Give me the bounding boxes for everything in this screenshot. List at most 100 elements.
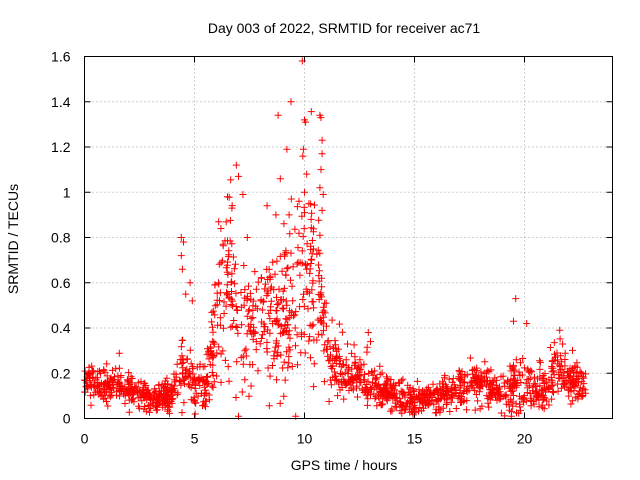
data-point xyxy=(225,247,233,255)
data-point xyxy=(125,369,133,377)
data-point xyxy=(237,354,245,362)
data-point xyxy=(88,362,96,370)
data-point xyxy=(264,364,272,372)
data-point xyxy=(283,348,291,356)
data-point xyxy=(573,376,581,383)
data-point xyxy=(84,385,92,393)
data-point xyxy=(299,232,307,240)
data-point xyxy=(89,367,96,375)
data-point xyxy=(304,305,312,313)
data-point xyxy=(254,278,262,286)
data-point xyxy=(246,326,254,334)
data-point xyxy=(189,370,197,378)
data-point xyxy=(128,375,136,382)
data-point xyxy=(506,384,514,392)
data-point xyxy=(235,172,242,180)
data-point xyxy=(271,270,279,278)
data-point xyxy=(209,307,217,315)
data-point xyxy=(215,218,223,226)
data-point xyxy=(556,326,564,334)
data-point xyxy=(283,265,291,273)
data-point xyxy=(202,397,210,405)
data-point xyxy=(429,380,437,388)
data-point xyxy=(191,397,198,405)
data-point xyxy=(249,314,257,322)
data-point xyxy=(140,380,148,388)
data-point xyxy=(351,353,359,361)
data-point xyxy=(376,362,384,370)
data-point xyxy=(223,281,231,289)
data-point xyxy=(188,297,196,305)
data-point xyxy=(280,284,288,292)
data-point xyxy=(555,374,563,382)
data-point xyxy=(287,195,295,203)
data-point xyxy=(239,360,247,368)
data-point xyxy=(398,402,406,410)
data-point xyxy=(313,250,321,258)
plot-frame xyxy=(84,56,613,419)
data-point xyxy=(263,202,271,210)
data-point xyxy=(155,391,163,399)
data-points xyxy=(81,57,590,420)
data-point xyxy=(183,365,191,373)
data-point xyxy=(298,247,306,255)
data-point xyxy=(554,360,562,368)
y-tick-label: 1.4 xyxy=(51,94,71,110)
data-point xyxy=(371,395,379,403)
data-point xyxy=(568,366,576,374)
data-point xyxy=(81,367,89,375)
data-point xyxy=(496,383,503,391)
y-axis-label: SRMTID / TECUs xyxy=(5,184,21,294)
data-point xyxy=(307,215,315,223)
data-point xyxy=(227,176,235,184)
data-point xyxy=(292,342,299,350)
data-point xyxy=(249,306,257,314)
data-point xyxy=(307,108,315,116)
data-point xyxy=(277,296,285,304)
data-point xyxy=(278,267,286,275)
data-point xyxy=(512,295,520,303)
data-point xyxy=(399,375,407,383)
data-point xyxy=(383,397,391,405)
data-point xyxy=(444,388,452,396)
data-point xyxy=(271,347,279,355)
data-point xyxy=(168,399,176,407)
data-point xyxy=(430,400,438,408)
data-point xyxy=(291,225,299,233)
data-point xyxy=(207,348,215,355)
data-point xyxy=(125,408,133,416)
data-point xyxy=(266,329,274,337)
data-point xyxy=(223,289,230,297)
data-point xyxy=(369,371,377,379)
data-point xyxy=(308,322,316,330)
data-point xyxy=(172,378,180,386)
data-point xyxy=(273,301,281,308)
data-point xyxy=(419,399,427,407)
data-point xyxy=(536,357,544,365)
data-point xyxy=(280,358,288,366)
data-point xyxy=(277,351,285,359)
data-point xyxy=(210,338,218,346)
data-point xyxy=(525,382,533,390)
data-point xyxy=(208,318,216,326)
data-point xyxy=(267,303,275,311)
data-point xyxy=(506,362,514,370)
data-point xyxy=(361,388,369,396)
data-point xyxy=(114,372,122,380)
data-point xyxy=(408,394,416,402)
data-point xyxy=(182,290,190,298)
data-point xyxy=(582,370,590,378)
data-point xyxy=(209,352,217,359)
data-point xyxy=(523,389,531,397)
data-point xyxy=(219,347,227,355)
data-point xyxy=(180,238,187,246)
data-point xyxy=(186,279,194,287)
data-point xyxy=(485,403,493,411)
data-point xyxy=(529,397,537,405)
data-point xyxy=(204,373,212,380)
data-point xyxy=(217,225,225,232)
data-point xyxy=(257,335,265,342)
data-point xyxy=(242,345,250,353)
data-point xyxy=(245,282,252,290)
